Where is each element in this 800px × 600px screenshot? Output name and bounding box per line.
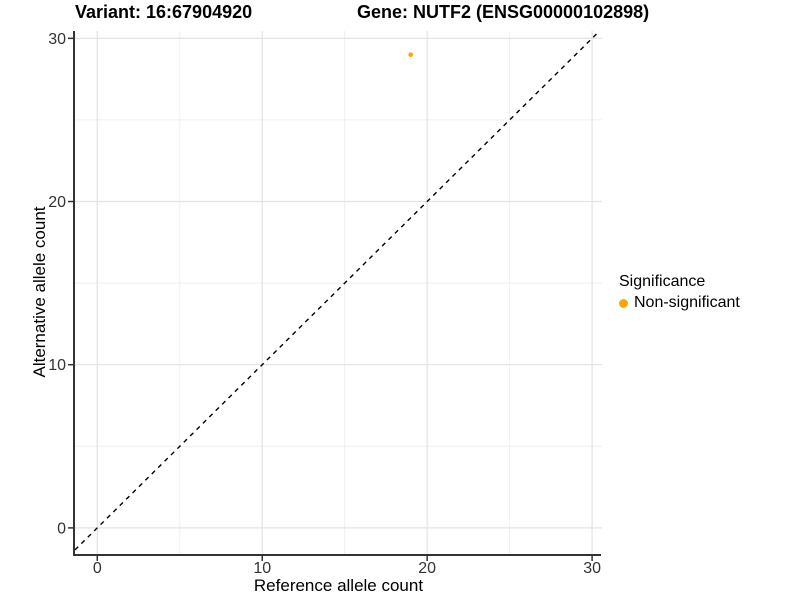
legend-dot-icon (619, 298, 628, 308)
y-tick-label: 0 (57, 520, 66, 537)
y-tick-label: 10 (48, 357, 66, 374)
plot-title-variant: Variant: 16:67904920 (75, 2, 253, 22)
legend-title: Significance (619, 273, 706, 290)
y-tick-label: 20 (48, 194, 66, 211)
x-tick-label: 0 (93, 560, 102, 577)
x-tick-label: 20 (418, 560, 436, 577)
y-tick-label: 30 (48, 31, 66, 48)
x-axis-label: Reference allele count (253, 576, 424, 595)
legend: Significance Non-significant (619, 273, 740, 312)
y-axis-label: Alternative allele count (30, 206, 49, 378)
legend-item: Non-significant (619, 294, 740, 312)
plot-title-gene: Gene: NUTF2 (ENSG00000102898) (357, 2, 650, 22)
data-point (408, 52, 413, 57)
identity-dashed-line (74, 30, 601, 551)
legend-item-label: Non-significant (634, 294, 740, 311)
x-tick-label: 30 (583, 560, 601, 577)
x-tick-label: 10 (253, 560, 271, 577)
